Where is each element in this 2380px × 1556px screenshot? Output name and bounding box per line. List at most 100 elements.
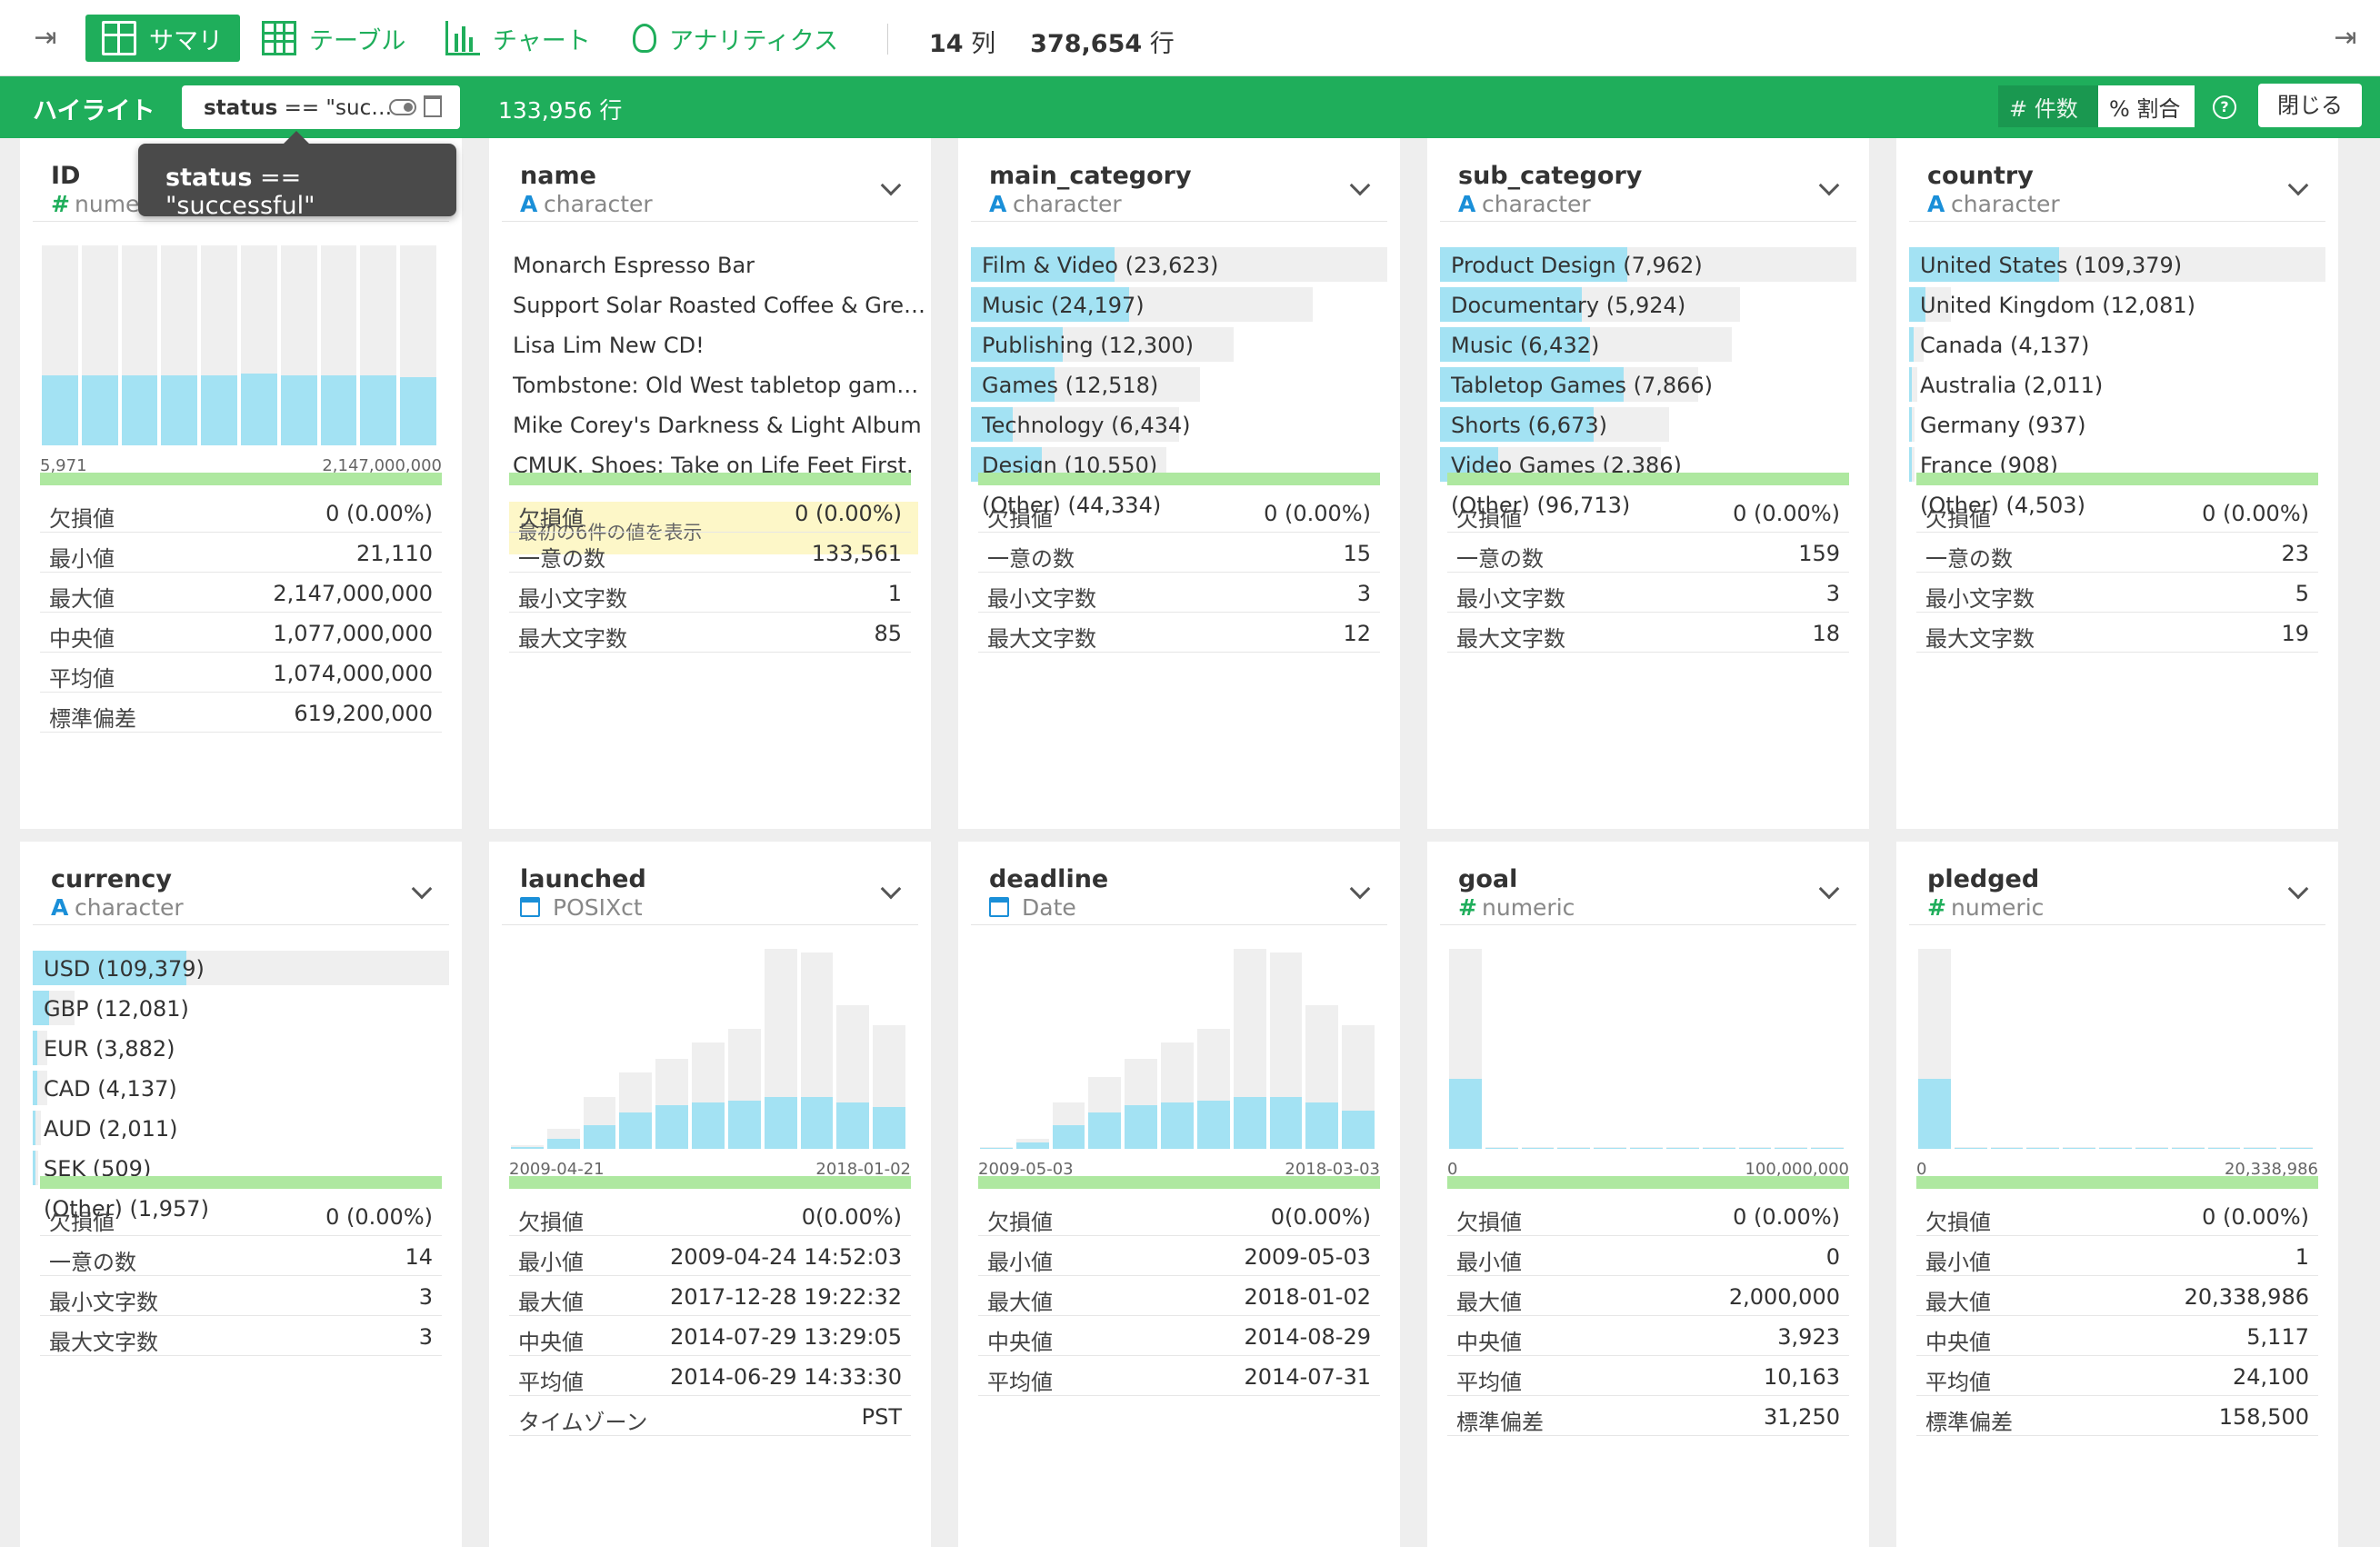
- chevron-down-icon[interactable]: [1818, 175, 1840, 196]
- column-name: name: [520, 162, 596, 190]
- stat-row: 欠損値 0(0.00%): [978, 1196, 1380, 1236]
- chevron-down-icon[interactable]: [1349, 175, 1371, 196]
- histogram-bin[interactable]: [511, 1144, 544, 1149]
- value-row[interactable]: Publishing (12,300): [971, 325, 1387, 365]
- stat-value: 15: [1343, 541, 1371, 566]
- stat-row: 欠損値 0 (0.00%): [1447, 1196, 1849, 1236]
- value-label: Germany (937): [1920, 413, 2086, 438]
- histogram-bin-highlight: [1918, 1079, 1951, 1149]
- chevron-down-icon[interactable]: [411, 878, 433, 900]
- column-type-label: character: [1482, 191, 1591, 217]
- value-row[interactable]: United States (109,379): [1909, 245, 2325, 285]
- histogram-bin-highlight: [1449, 1079, 1482, 1149]
- column-type-label: POSIXct: [553, 894, 643, 921]
- value-row[interactable]: France (908): [1909, 445, 2325, 485]
- tab-analytics[interactable]: アナリティクス: [616, 15, 855, 62]
- value-row[interactable]: Support Solar Roasted Coffee & Green …: [502, 285, 931, 325]
- stat-label: 最小文字数: [1456, 586, 1565, 612]
- stats-table: 欠損値 0(0.00%) 最小値 2009-04-24 14:52:03 最大値 2017…: [509, 1196, 911, 1436]
- histogram-bin-highlight: [1702, 1148, 1735, 1149]
- value-bar-highlight: [971, 327, 1063, 362]
- tab-table-label: テーブル: [309, 26, 406, 55]
- close-button[interactable]: 閉じる: [2258, 84, 2362, 127]
- tab-summary[interactable]: サマリ: [85, 15, 240, 62]
- stat-value: 2009-04-24 14:52:03: [670, 1244, 902, 1270]
- value-row[interactable]: Canada (4,137): [1909, 325, 2325, 365]
- chevron-down-icon[interactable]: [2287, 878, 2309, 900]
- value-row[interactable]: CAD (4,137): [33, 1069, 449, 1109]
- column-type-label: character: [1013, 191, 1122, 217]
- chevron-down-icon[interactable]: [880, 878, 902, 900]
- stat-row: 最小文字数 3: [1447, 573, 1849, 613]
- highlight-filter[interactable]: status == "suc…: [182, 85, 460, 129]
- stat-value: 85: [874, 621, 902, 646]
- value-row[interactable]: Music (24,197): [971, 285, 1387, 325]
- value-bar-highlight: [1440, 247, 1628, 282]
- histogram-bin-highlight: [1630, 1148, 1663, 1149]
- value-row[interactable]: EUR (3,882): [33, 1029, 449, 1069]
- value-row[interactable]: AUD (2,011): [33, 1109, 449, 1149]
- value-label: Monarch Espresso Bar: [513, 253, 755, 278]
- tab-table[interactable]: テーブル: [245, 15, 422, 62]
- stat-row: 最大文字数 85: [509, 613, 911, 653]
- trash-icon[interactable]: [424, 95, 442, 117]
- stat-label: 欠損値: [987, 506, 1053, 532]
- stat-label: 欠損値: [987, 1210, 1053, 1235]
- value-row[interactable]: Film & Video (23,623): [971, 245, 1387, 285]
- stat-row: 最小文字数 1: [509, 573, 911, 613]
- value-row[interactable]: Documentary (5,924): [1440, 285, 1856, 325]
- stat-label: 一意の数: [518, 546, 605, 572]
- value-row[interactable]: Tombstone: Old West tabletop game an…: [502, 365, 931, 405]
- chevron-down-icon[interactable]: [1349, 878, 1371, 900]
- stat-value: 3: [1356, 581, 1371, 606]
- collapse-left-icon[interactable]: ⇥: [34, 22, 57, 54]
- stat-value: 2,000,000: [1728, 1284, 1840, 1310]
- toggle-icon[interactable]: [389, 99, 416, 115]
- value-row[interactable]: Monarch Espresso Bar: [502, 245, 918, 285]
- value-row[interactable]: Australia (2,011): [1909, 365, 2325, 405]
- histogram: [33, 245, 449, 445]
- value-row[interactable]: Mike Corey's Darkness & Light Album: [502, 405, 922, 445]
- help-icon[interactable]: ?: [2213, 95, 2236, 119]
- value-row[interactable]: Product Design (7,962): [1440, 245, 1856, 285]
- stat-row: 最大文字数 12: [978, 613, 1380, 653]
- value-row[interactable]: GBP (12,081): [33, 989, 449, 1029]
- chevron-down-icon[interactable]: [1818, 878, 1840, 900]
- stat-value: 0 (0.00%): [2202, 501, 2309, 526]
- value-row[interactable]: Music (6,432): [1440, 325, 1856, 365]
- value-row[interactable]: Technology (6,434): [971, 405, 1387, 445]
- count-toggle-button[interactable]: # 件数: [1998, 85, 2098, 127]
- value-row[interactable]: SEK (509): [33, 1149, 449, 1189]
- ratio-toggle-button[interactable]: % 割合: [2098, 85, 2195, 127]
- tab-chart[interactable]: チャート: [429, 15, 607, 62]
- value-row[interactable]: USD (109,379): [33, 949, 449, 989]
- data-quality-bar: [509, 1176, 911, 1189]
- bar-chart-icon: [445, 21, 480, 55]
- value-row[interactable]: United Kingdom (12,081): [1909, 285, 2325, 325]
- expand-right-icon[interactable]: ⇥: [2334, 22, 2357, 54]
- histogram-bin-highlight: [1342, 1111, 1375, 1149]
- value-row[interactable]: Tabletop Games (7,866): [1440, 365, 1856, 405]
- value-bar-highlight: [1440, 327, 1590, 362]
- stat-row: 欠損値 0 (0.00%): [40, 493, 442, 533]
- stat-row: 最大値 2,000,000: [1447, 1276, 1849, 1316]
- value-bar-highlight: [971, 407, 1013, 442]
- stat-row: 最大文字数 3: [40, 1316, 442, 1356]
- value-row[interactable]: Lisa Lim New CD!: [502, 325, 918, 365]
- grid-icon: [102, 21, 136, 55]
- value-list: Product Design (7,962) Documentary (5,924…: [1440, 245, 1856, 525]
- stat-row: 中央値 3,923: [1447, 1316, 1849, 1356]
- numeric-type-icon: #: [1458, 894, 1477, 921]
- histogram-bin-highlight: [161, 375, 198, 445]
- value-row[interactable]: Games (12,518): [971, 365, 1387, 405]
- value-row[interactable]: Germany (937): [1909, 405, 2325, 445]
- column-type: POSIXct: [520, 894, 643, 921]
- value-row[interactable]: Shorts (6,673): [1440, 405, 1856, 445]
- stat-value: 31,250: [1764, 1404, 1840, 1430]
- histogram-bin-highlight: [2026, 1148, 2060, 1149]
- chevron-down-icon[interactable]: [2287, 175, 2309, 196]
- chevron-down-icon[interactable]: [880, 175, 902, 196]
- stat-label: 標準偏差: [49, 706, 136, 732]
